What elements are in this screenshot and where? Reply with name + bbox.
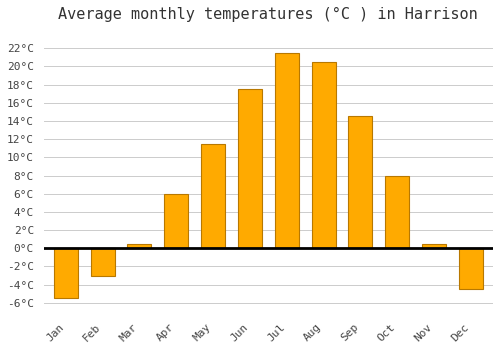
Bar bbox=[164, 194, 188, 248]
Bar bbox=[312, 62, 336, 248]
Bar bbox=[128, 244, 152, 248]
Bar bbox=[275, 53, 299, 248]
Bar bbox=[54, 248, 78, 298]
Bar bbox=[348, 117, 372, 248]
Bar bbox=[459, 248, 483, 289]
Bar bbox=[90, 248, 114, 275]
Title: Average monthly temperatures (°C ) in Harrison: Average monthly temperatures (°C ) in Ha… bbox=[58, 7, 478, 22]
Bar bbox=[201, 144, 225, 248]
Bar bbox=[386, 176, 409, 248]
Bar bbox=[238, 89, 262, 248]
Bar bbox=[422, 244, 446, 248]
